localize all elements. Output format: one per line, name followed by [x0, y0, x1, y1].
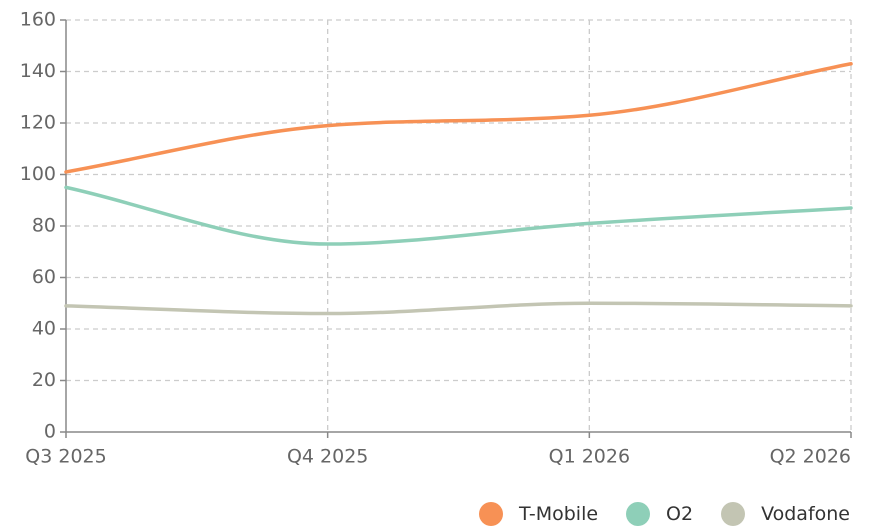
- y-tick-label: 20: [32, 369, 56, 391]
- legend-label: O2: [666, 503, 694, 525]
- x-tick-label: Q1 2026: [549, 446, 630, 468]
- y-tick-label: 40: [32, 318, 56, 340]
- series-line: [64, 62, 853, 174]
- legend-item: T-Mobile: [479, 502, 598, 526]
- legend-item: O2: [626, 502, 693, 526]
- legend-label: T-Mobile: [519, 503, 599, 525]
- legend-swatch: [479, 502, 503, 526]
- x-tick-label: Q4 2025: [287, 446, 368, 468]
- series-line: [64, 301, 853, 316]
- x-tick-label: Q3 2025: [25, 446, 106, 468]
- y-tick-label: 0: [44, 421, 56, 443]
- legend: T-Mobile O2 Vodafone: [479, 502, 850, 526]
- legend-label: Vodafone: [761, 503, 850, 525]
- legend-item: Vodafone: [721, 502, 850, 526]
- y-tick-label: 100: [20, 163, 56, 185]
- y-tick-label: 60: [32, 266, 56, 288]
- x-tick-label: Q2 2026: [770, 446, 851, 468]
- y-tick-label: 140: [20, 60, 56, 82]
- legend-swatch: [626, 502, 651, 526]
- y-tick-label: 160: [20, 9, 56, 31]
- chart: 0 20 40 60 80 100 120 140 160 Q3 2025 Q4 2025 Q1 20…: [20, 9, 853, 468]
- legend-swatch: [721, 502, 746, 526]
- y-tick-label: 120: [20, 112, 56, 134]
- y-tick-label: 80: [32, 215, 56, 237]
- series-line: [64, 185, 853, 246]
